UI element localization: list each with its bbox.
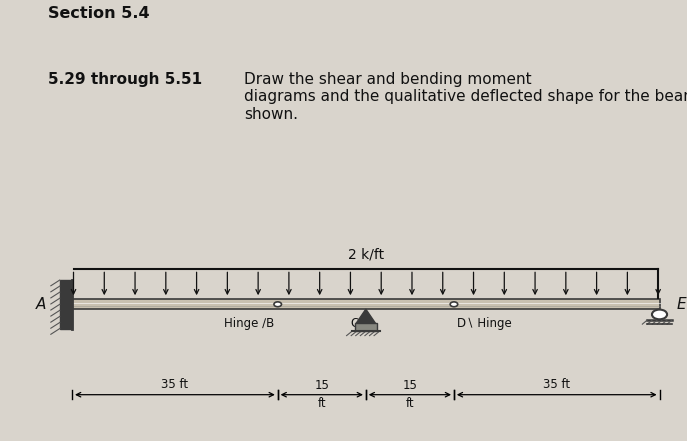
Text: D∖ Hinge: D∖ Hinge: [458, 317, 512, 330]
Text: 15: 15: [315, 379, 329, 392]
Text: ft: ft: [405, 397, 414, 410]
Text: A: A: [35, 297, 46, 312]
Circle shape: [450, 302, 458, 307]
Text: 35 ft: 35 ft: [161, 378, 188, 391]
Circle shape: [652, 310, 667, 319]
Text: Draw the shear and bending moment
diagrams and the qualitative deflected shape f: Draw the shear and bending moment diagra…: [244, 72, 687, 122]
Text: C: C: [351, 317, 359, 330]
Text: ft: ft: [317, 397, 326, 410]
Polygon shape: [356, 309, 375, 323]
Circle shape: [274, 302, 282, 307]
Bar: [60, 280, 72, 329]
Text: Section 5.4: Section 5.4: [48, 6, 150, 21]
Text: Hinge ∕B: Hinge ∕B: [224, 317, 274, 330]
Text: 35 ft: 35 ft: [543, 378, 570, 391]
Bar: [72, 299, 660, 309]
Bar: [354, 323, 376, 331]
Text: 15: 15: [403, 379, 417, 392]
Text: E: E: [677, 297, 686, 312]
Text: 5.29 through 5.51: 5.29 through 5.51: [48, 72, 202, 87]
Text: 2 k/ft: 2 k/ft: [348, 247, 384, 262]
